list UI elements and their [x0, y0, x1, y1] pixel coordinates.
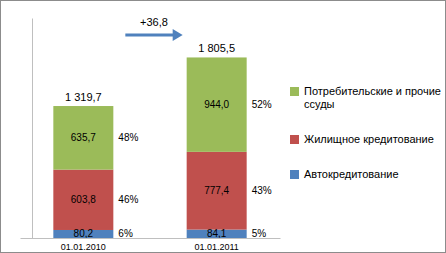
- y-axis-line: [32, 19, 33, 239]
- data-label: 84,1: [207, 228, 227, 239]
- share-label: 5%: [252, 228, 267, 239]
- legend-swatch: [290, 170, 299, 179]
- data-label: 603,8: [71, 194, 96, 205]
- legend: Потребительские и прочиессуды Жилищное кр…: [290, 85, 441, 180]
- bar-segment: [187, 152, 247, 230]
- total-label: 1 319,7: [65, 91, 102, 103]
- bar-segment: [53, 106, 113, 170]
- legend-label: Автокредитование: [304, 168, 399, 180]
- legend-swatch: [290, 87, 299, 96]
- x-axis: 01.01.2010 01.01.2011: [21, 238, 281, 252]
- y-axis: [32, 19, 33, 239]
- legend-item: Жилищное кредитование: [290, 133, 434, 145]
- data-label: 80,2: [74, 228, 94, 239]
- chart-container: 80,2 84,1 603,8 777,4 635,7 944,0 6% 5% 46% 43% 48…: [0, 0, 446, 253]
- chart-frame: [1, 1, 446, 253]
- data-label: 777,4: [204, 185, 229, 196]
- legend-item: Потребительские и прочиессуды: [290, 85, 441, 110]
- data-label: 635,7: [71, 132, 96, 143]
- labels: 80,2 84,1 603,8 777,4 635,7 944,0 6% 5% 46% 43% 48…: [65, 16, 272, 239]
- x-tick-label: 01.01.2011: [194, 242, 238, 252]
- bar-segment: [187, 57, 247, 151]
- share-label: 52%: [252, 99, 272, 110]
- share-label: 48%: [118, 132, 138, 143]
- growth-arrow-head: [173, 29, 183, 41]
- growth-arrow: [125, 34, 174, 37]
- x-tick: 01.01.2010: [61, 238, 106, 252]
- annotation: +36,8: [140, 16, 168, 28]
- share-label: 6%: [118, 228, 133, 239]
- total-label: 1 805,5: [198, 42, 235, 54]
- chart-svg: 80,2 84,1 603,8 777,4 635,7 944,0 6% 5% 46% 43% 48…: [0, 0, 446, 253]
- x-tick: 01.01.2011: [194, 238, 238, 252]
- share-label: 46%: [118, 194, 138, 205]
- data-label: 944,0: [204, 99, 229, 110]
- bar-segment: [53, 170, 113, 230]
- legend-item: Автокредитование: [290, 168, 399, 180]
- share-label: 43%: [252, 185, 272, 196]
- legend-label: Потребительские и прочиессуды: [304, 85, 441, 110]
- legend-label: Жилищное кредитование: [304, 133, 434, 145]
- bars: [53, 57, 246, 238]
- legend-swatch: [290, 135, 299, 144]
- x-axis-line: [21, 238, 281, 239]
- x-tick-label: 01.01.2010: [61, 242, 106, 252]
